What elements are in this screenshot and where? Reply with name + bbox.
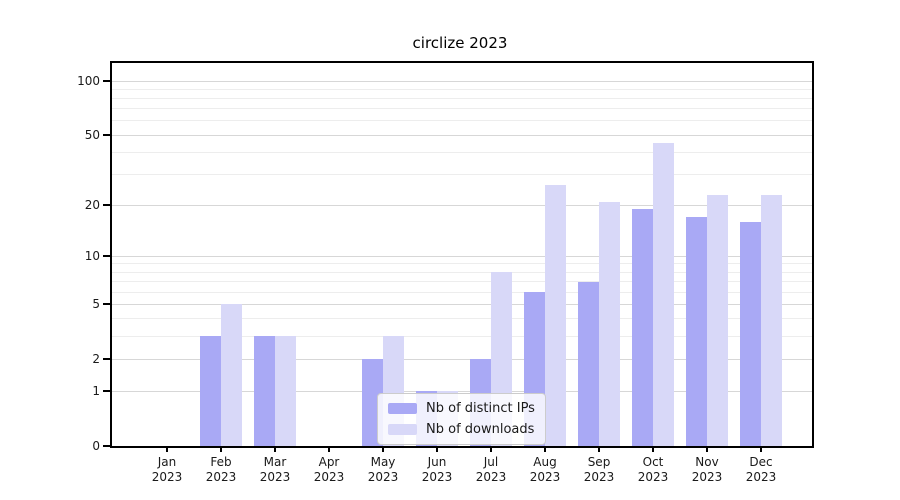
x-tick-label-line: 2023 [475, 470, 507, 484]
x-tick-label-line: 2023 [205, 470, 237, 484]
x-axis-tick [760, 446, 762, 452]
y-axis-tick [103, 80, 110, 83]
bar [200, 336, 221, 446]
y-axis-tick [103, 255, 110, 258]
x-axis-tick [166, 446, 168, 452]
bar [761, 194, 782, 446]
legend-swatch [388, 424, 417, 435]
gridline-minor [112, 98, 812, 100]
y-tick-label: 100 [77, 74, 100, 89]
bar [632, 209, 653, 446]
x-tick-label: Nov 2023 [675, 455, 739, 485]
gridline-major [112, 134, 812, 136]
x-tick-label-line: Jun [427, 455, 447, 469]
x-tick-label-line: Aug [533, 455, 557, 469]
x-tick-label-line: Feb [210, 455, 232, 469]
x-tick-label: Jun 2023 [405, 455, 469, 485]
x-tick-label-line: Nov [695, 455, 719, 469]
y-tick-label: 10 [84, 249, 100, 264]
x-axis-tick [544, 446, 546, 452]
bar [740, 222, 761, 446]
legend: Nb of distinct IPs Nb of downloads [377, 393, 546, 445]
x-tick-label-line: May [370, 455, 396, 469]
bar [707, 194, 728, 446]
gridline-minor [112, 120, 812, 122]
x-tick-label-line: 2023 [745, 470, 777, 484]
x-tick-label-line: 2023 [529, 470, 561, 484]
x-axis-tick [652, 446, 654, 452]
y-tick-label: 2 [92, 352, 100, 367]
x-tick-label-line: 2023 [583, 470, 615, 484]
x-axis-tick [706, 446, 708, 452]
x-tick-label-line: 2023 [421, 470, 453, 484]
x-axis-tick [598, 446, 600, 452]
x-tick-label-line: 2023 [151, 470, 183, 484]
x-tick-label-line: Apr [318, 455, 340, 469]
legend-swatch [388, 403, 417, 414]
legend-label: Nb of downloads [426, 422, 535, 437]
gridline-minor [112, 173, 812, 175]
x-tick-label: Jan 2023 [135, 455, 199, 485]
x-tick-label-line: 2023 [637, 470, 669, 484]
x-tick-label-line: 2023 [313, 470, 345, 484]
x-tick-label: Aug 2023 [513, 455, 577, 485]
x-tick-label-line: Jul [483, 455, 499, 469]
gridline-minor [112, 108, 812, 110]
x-tick-label: Dec 2023 [729, 455, 793, 485]
x-tick-label: Sep 2023 [567, 455, 631, 485]
bar [686, 217, 707, 446]
x-axis-tick [382, 446, 384, 452]
x-axis-tick [274, 446, 276, 452]
y-tick-label: 1 [92, 384, 100, 399]
y-axis-tick [103, 358, 110, 361]
x-tick-label: Jul 2023 [459, 455, 523, 485]
x-tick-label-line: Jan [157, 455, 177, 469]
legend-item: Nb of downloads [388, 422, 535, 437]
bar [221, 304, 242, 446]
x-tick-label-line: Dec [749, 455, 773, 469]
x-tick-label: May 2023 [351, 455, 415, 485]
y-tick-label: 5 [92, 297, 100, 312]
gridline-minor [112, 151, 812, 153]
gridline-minor [112, 88, 812, 90]
x-tick-label-line: 2023 [691, 470, 723, 484]
plot-area: Nb of distinct IPs Nb of downloads 0 1 2 5 10… [77, 61, 814, 484]
legend-item: Nb of distinct IPs [388, 401, 535, 416]
chart-title: circlize 2023 [412, 34, 508, 52]
x-axis-tick [328, 446, 330, 452]
y-tick-label: 20 [84, 198, 100, 213]
x-axis-tick [436, 446, 438, 452]
legend-label: Nb of distinct IPs [426, 401, 535, 416]
bar [545, 185, 566, 446]
bar [275, 336, 296, 446]
x-axis-tick [220, 446, 222, 452]
x-tick-label: Mar 2023 [243, 455, 307, 485]
y-axis-tick [103, 134, 110, 137]
x-axis-tick [490, 446, 492, 452]
x-tick-label: Apr 2023 [297, 455, 361, 485]
y-tick-label: 0 [92, 439, 100, 453]
y-axis-tick [103, 390, 110, 393]
bar [599, 201, 620, 446]
y-tick-label: 50 [84, 128, 100, 143]
bar [254, 336, 275, 446]
bar [653, 143, 674, 446]
gridline-major [112, 80, 812, 82]
x-tick-label-line: Sep [587, 455, 611, 469]
bar [578, 281, 599, 446]
y-axis-tick [103, 303, 110, 306]
y-axis-tick [103, 204, 110, 207]
x-tick-label-line: 2023 [367, 470, 399, 484]
x-tick-label: Oct 2023 [621, 455, 685, 485]
x-tick-label-line: Oct [642, 455, 664, 469]
x-tick-label-line: Mar [263, 455, 287, 469]
x-tick-label: Feb 2023 [189, 455, 253, 485]
x-tick-label-line: 2023 [259, 470, 291, 484]
y-axis-tick [103, 445, 110, 447]
